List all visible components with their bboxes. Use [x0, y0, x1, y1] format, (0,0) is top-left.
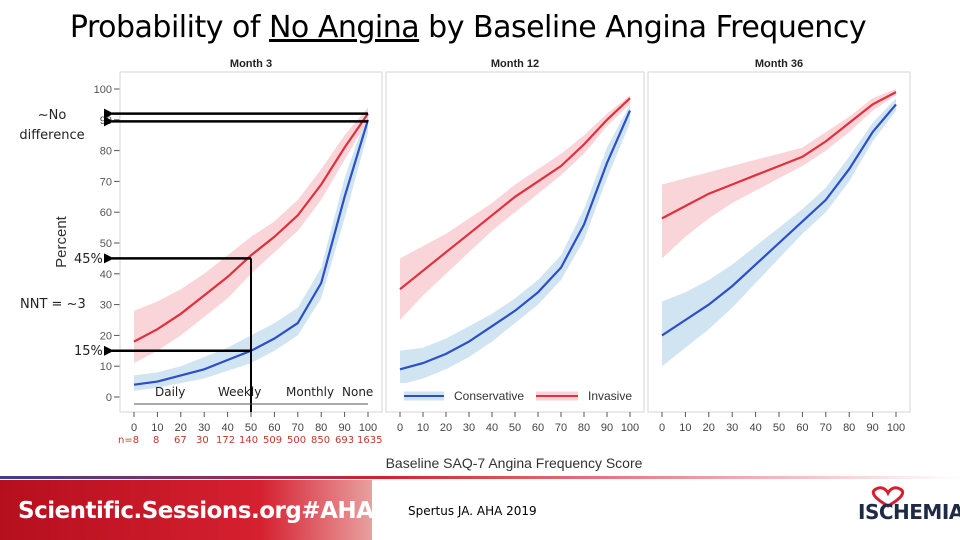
x-tick-label: 30	[198, 422, 210, 434]
conservative-line	[661, 103, 897, 337]
conservative-ci-band	[400, 104, 630, 385]
x-tick-label: 10	[679, 422, 691, 434]
invasive-line	[133, 112, 369, 343]
heart-icon	[871, 486, 905, 508]
x-tick-label: 100	[359, 422, 377, 434]
label-weekly: Weekly	[218, 385, 262, 399]
annotation-no-difference: ~No difference	[12, 106, 92, 146]
x-tick-label: 80	[843, 422, 855, 434]
x-tick-label: 80	[578, 422, 590, 434]
y-tick-label: 80	[100, 146, 112, 158]
x-tick-label: 30	[726, 422, 738, 434]
n-value: 172	[216, 435, 236, 446]
annotation-no-difference-line2: difference	[19, 128, 85, 143]
n-value: 67	[174, 435, 187, 446]
ischemia-logo: ISCHEMIA	[858, 500, 960, 524]
x-tick-label: 0	[131, 422, 137, 434]
x-tick-label: 50	[773, 422, 785, 434]
x-tick-label: 100	[621, 422, 639, 434]
x-tick-label: 90	[601, 422, 613, 434]
n-value: 8	[153, 435, 160, 446]
n-value: 500	[287, 435, 307, 446]
legend-conservative-label: Conservative	[454, 389, 524, 403]
n-row-label: n=8	[118, 435, 140, 446]
annotation-no-difference-line1: ~No	[37, 108, 67, 123]
x-tick-label: 100	[887, 422, 905, 434]
x-tick-label: 20	[175, 422, 187, 434]
y-tick-label: 40	[100, 269, 112, 281]
y-tick-label: 50	[100, 238, 112, 250]
footer-citation: Spertus JA. AHA 2019	[408, 504, 537, 518]
x-tick-label: 40	[221, 422, 233, 434]
y-axis-label: Percent	[53, 215, 70, 268]
y-tick-label: 10	[100, 361, 112, 373]
footer-left-text: Scientific.Sessions.org#AHA19	[18, 498, 405, 524]
panel-title: Month 3	[230, 58, 272, 70]
n-value: 693	[335, 435, 355, 446]
x-tick-label: 0	[659, 422, 665, 434]
page-title: Probability of No Angina by Baseline Ang…	[0, 10, 936, 45]
n-value: 1635	[357, 435, 383, 446]
title-underlined: No Angina	[268, 10, 420, 45]
y-tick-label: 30	[100, 300, 112, 312]
x-tick-label: 90	[866, 422, 878, 434]
title-post: by Baseline Angina Frequency	[419, 10, 867, 45]
x-tick-label: 30	[463, 422, 475, 434]
x-tick-label: 60	[532, 422, 544, 434]
title-pre: Probability of	[69, 10, 269, 45]
label-daily: Daily	[155, 385, 186, 399]
footer-divider	[0, 476, 960, 479]
panel-title: Month 12	[491, 58, 539, 70]
x-tick-label: 40	[486, 422, 498, 434]
invasive-line	[661, 91, 897, 220]
conservative-line	[399, 110, 632, 371]
n-value: 30	[196, 435, 209, 446]
x-tick-label: 90	[338, 422, 350, 434]
x-tick-label: 50	[245, 422, 257, 434]
n-value: 850	[311, 435, 331, 446]
label-monthly: Monthly	[286, 385, 335, 399]
x-tick-label: 40	[749, 422, 761, 434]
invasive-ci-band	[134, 107, 368, 364]
x-tick-label: 20	[703, 422, 715, 434]
x-tick-label: 0	[397, 422, 403, 434]
x-tick-label: 60	[796, 422, 808, 434]
panel-title: Month 36	[755, 58, 803, 70]
footer-banner	[0, 480, 372, 540]
invasive-line	[399, 97, 631, 291]
x-tick-label: 50	[509, 422, 521, 434]
y-tick-label: 60	[100, 207, 112, 219]
n-value: 140	[239, 435, 259, 446]
y-tick-label: 20	[100, 330, 112, 342]
annotation-45-percent: 45%	[74, 252, 103, 267]
x-tick-label: 60	[268, 422, 280, 434]
annotation-15-percent: 15%	[74, 344, 103, 359]
y-tick-label: 0	[106, 392, 112, 404]
label-none: None	[342, 385, 374, 399]
x-tick-label: 10	[151, 422, 163, 434]
annotation-nnt: NNT = ~3	[20, 297, 86, 312]
y-tick-label: 90	[100, 115, 112, 127]
x-tick-label: 80	[315, 422, 327, 434]
x-tick-label: 20	[440, 422, 452, 434]
x-tick-label: 70	[292, 422, 304, 434]
x-tick-label: 10	[417, 422, 429, 434]
n-value: 509	[263, 435, 283, 446]
x-tick-label: 70	[820, 422, 832, 434]
y-tick-label: 100	[94, 84, 112, 96]
x-tick-label: 70	[555, 422, 567, 434]
invasive-ci-band	[400, 95, 630, 320]
y-tick-label: 70	[100, 176, 112, 188]
x-axis-label: Baseline SAQ-7 Angina Frequency Score	[386, 455, 643, 471]
legend-invasive-label: Invasive	[588, 389, 632, 403]
conservative-ci-band	[662, 98, 896, 367]
